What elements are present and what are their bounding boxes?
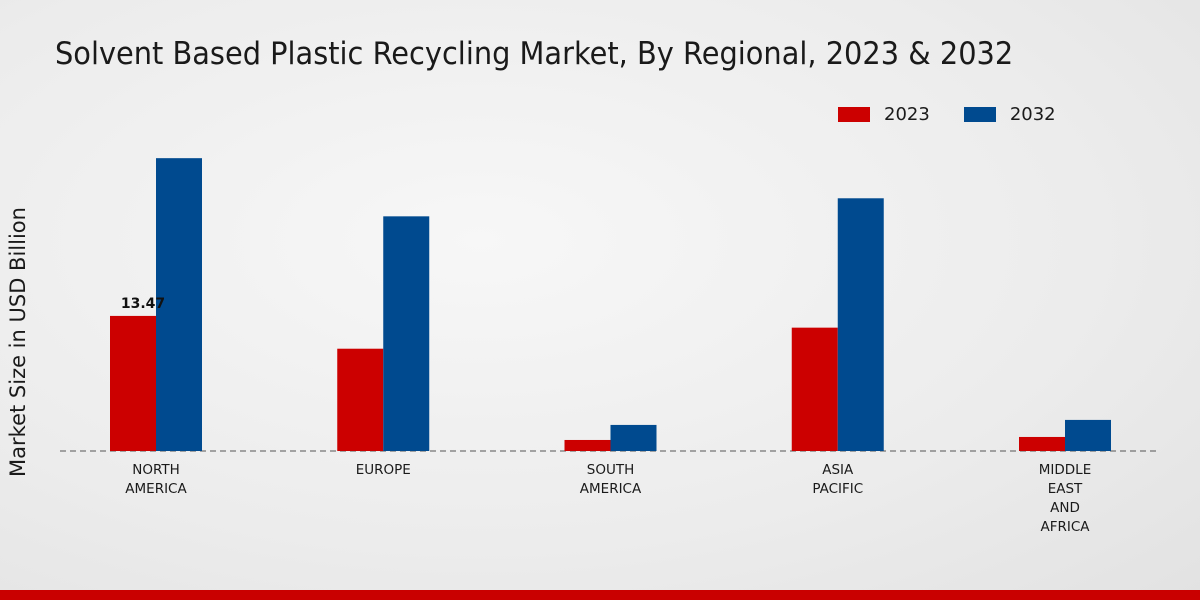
x-tick-label-north-america: NORTH AMERICA (125, 462, 187, 497)
bar-2032-north-america (156, 158, 202, 451)
data-label-2023-0: 13.47 (121, 296, 165, 312)
bar-2023-north-america (110, 315, 156, 451)
bar-2032-middle-east-and-africa (1065, 419, 1111, 451)
legend-label-2023: 2023 (884, 104, 930, 125)
x-tick-label-asia-pacific: ASIA PACIFIC (812, 462, 863, 497)
legend-item-2032: 2032 (963, 104, 1056, 125)
x-tick-label-europe: EUROPE (356, 462, 411, 478)
bar-2023-asia-pacific (791, 327, 838, 451)
legend-swatch-2032 (963, 107, 996, 122)
footer-bar (0, 590, 1200, 600)
x-tick-label-middle-east-and-africa: MIDDLE EAST AND AFRICA (1039, 462, 1091, 535)
chart-title: Solvent Based Plastic Recycling Market, … (55, 36, 1014, 72)
bar-2023-middle-east-and-africa (1019, 436, 1065, 451)
bar-2032-south-america (610, 424, 657, 451)
legend-label-2032: 2032 (1009, 104, 1056, 125)
bar-2023-south-america (564, 439, 611, 451)
legend: 2023 2032 (838, 104, 1056, 125)
bar-2032-europe (383, 216, 430, 451)
x-tick-label-south-america: SOUTH AMERICA (580, 462, 642, 497)
bar-2032-asia-pacific (837, 198, 884, 451)
legend-swatch-2023 (838, 107, 870, 122)
legend-item-2023: 2023 (838, 104, 930, 125)
bar-2023-europe (337, 348, 384, 451)
